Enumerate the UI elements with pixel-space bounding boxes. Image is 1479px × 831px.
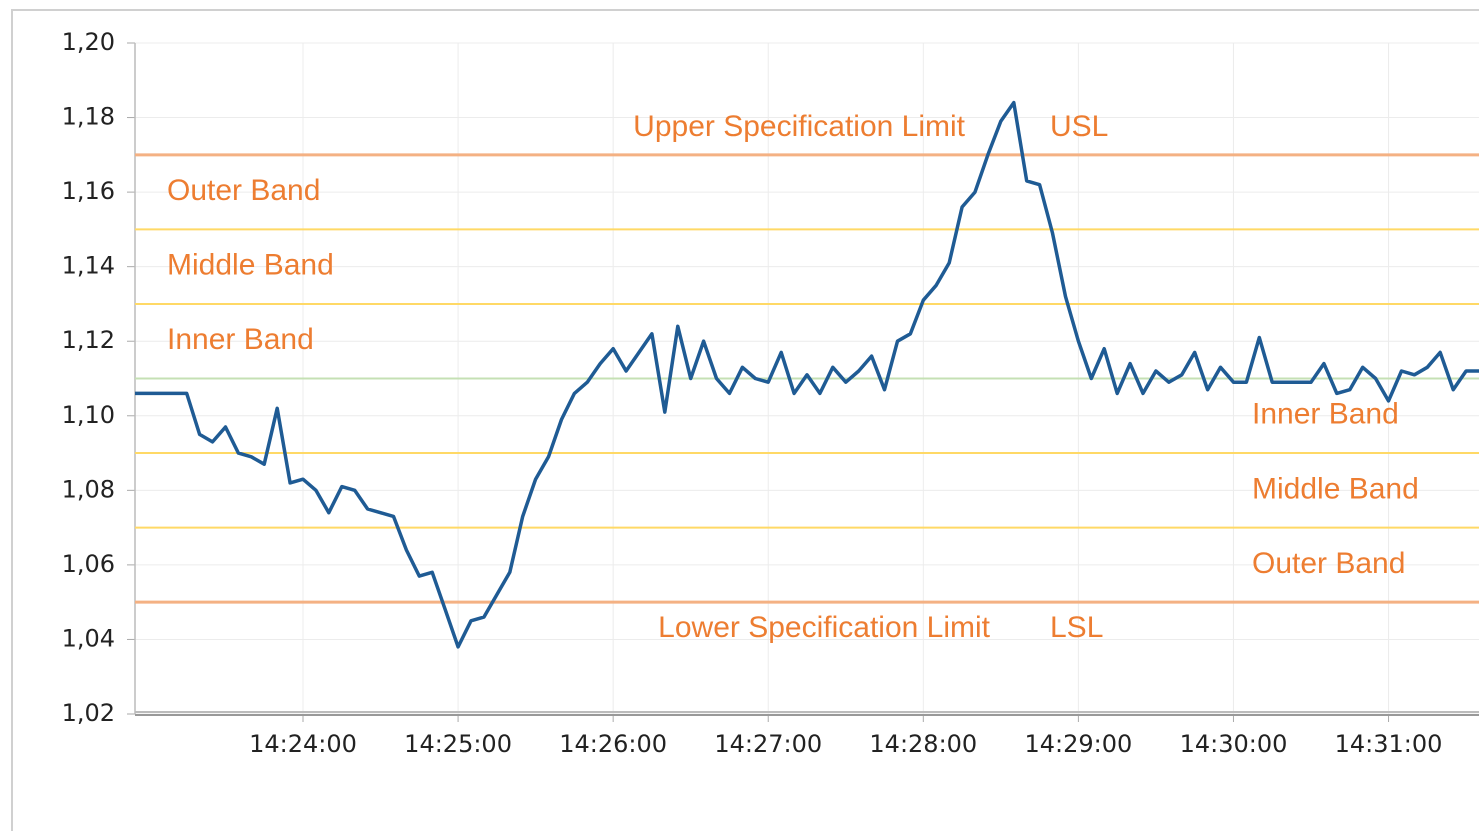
y-tick-label: 1,12	[62, 326, 115, 354]
x-tick-label: 14:26:00	[559, 730, 667, 758]
y-tick-label: 1,02	[62, 699, 115, 727]
x-tick-label: 14:25:00	[404, 730, 512, 758]
y-tick-label: 1,18	[62, 103, 115, 131]
y-tick-label: 1,10	[62, 401, 115, 429]
x-tick-label: 14:27:00	[714, 730, 822, 758]
band-label: Outer Band	[167, 174, 320, 207]
y-tick-label: 1,04	[62, 624, 115, 652]
band-label: Inner Band	[167, 323, 314, 356]
x-tick-label: 14:31:00	[1335, 730, 1443, 758]
band-label: Middle Band	[167, 249, 334, 282]
frame	[11, 9, 1479, 831]
x-tick-label: 14:30:00	[1180, 730, 1288, 758]
limit-label: Lower Specification Limit	[658, 611, 990, 644]
band-label: Middle Band	[1252, 472, 1419, 505]
x-tick-label: 14:28:00	[869, 730, 977, 758]
series-line	[135, 100, 1479, 649]
y-tick-label: 1,14	[62, 252, 115, 280]
y-tick-label: 1,20	[62, 28, 115, 56]
band-label: Inner Band	[1252, 398, 1399, 431]
limit-abbr: LSL	[1050, 611, 1103, 644]
band-label: Outer Band	[1252, 547, 1405, 580]
x-tick-label: 14:24:00	[249, 730, 357, 758]
y-tick-label: 1,08	[62, 475, 115, 503]
limit-abbr: USL	[1050, 110, 1108, 143]
y-tick-label: 1,06	[62, 550, 115, 578]
x-tick-label: 14:29:00	[1024, 730, 1132, 758]
limit-label: Upper Specification Limit	[633, 110, 965, 143]
y-tick-label: 1,16	[62, 177, 115, 205]
